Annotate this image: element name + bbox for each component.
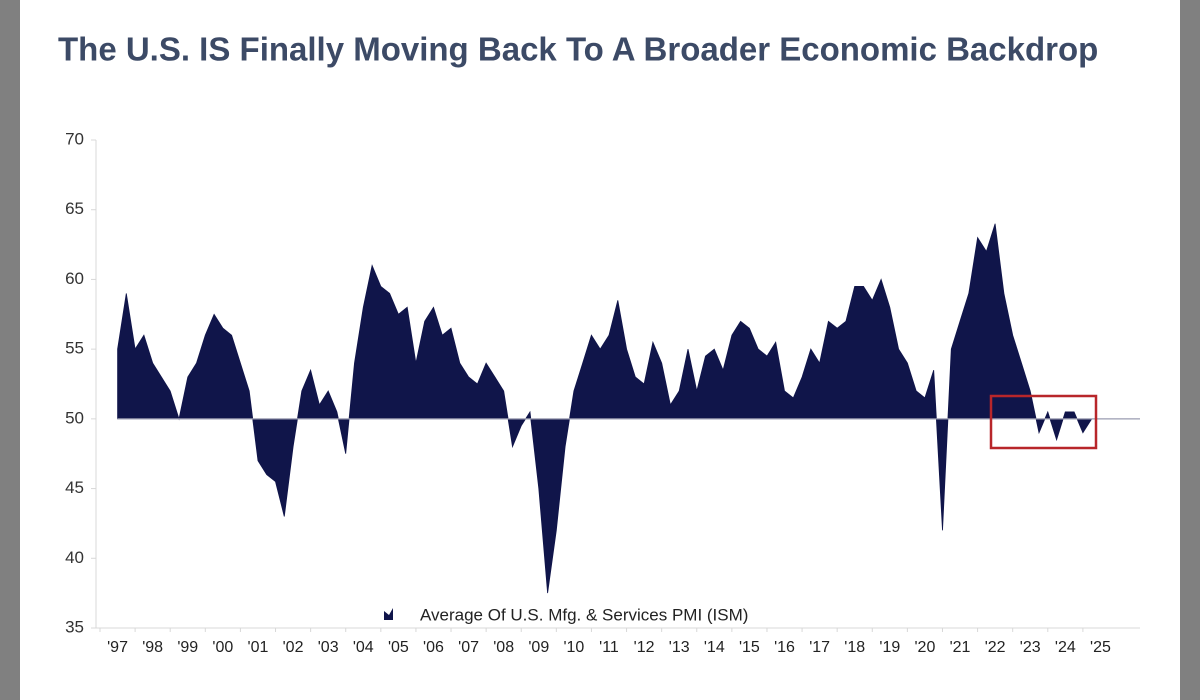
x-tick-label: '04 (353, 639, 374, 656)
x-tick-label: '25 (1090, 639, 1111, 656)
x-tick-label: '16 (774, 639, 795, 656)
x-tick-label: '13 (669, 639, 690, 656)
y-tick-label: 70 (65, 129, 84, 148)
x-tick-label: '08 (493, 639, 514, 656)
y-tick-label: 45 (65, 478, 84, 497)
x-tick-label: '05 (388, 639, 409, 656)
x-tick-label: '11 (599, 639, 619, 656)
x-tick-label: '06 (423, 639, 444, 656)
y-tick-label: 50 (65, 408, 84, 427)
area (117, 223, 1101, 594)
x-tick-label: '03 (318, 639, 339, 656)
x-tick-label: '97 (107, 639, 128, 656)
plot-area: 35 40 45 50 55 60 65 70 '97 '98 '99 '00 '01 '02 '03 '04… (65, 129, 1140, 656)
side-bar (0, 0, 20, 700)
y-tick-label: 55 (65, 339, 84, 358)
x-tick-label: '10 (563, 639, 584, 656)
chart-title: The U.S. IS Finally Moving Back To A Bro… (58, 31, 1098, 68)
x-tick-label: '20 (915, 639, 936, 656)
x-tick-label: '09 (528, 639, 549, 656)
x-tick-label: '24 (1055, 639, 1076, 656)
x-tick-label: '23 (1020, 639, 1041, 656)
y-tick-label: 35 (65, 617, 84, 636)
x-tick-label: '17 (809, 639, 830, 656)
y-tick-label: 60 (65, 269, 84, 288)
x-tick-label: '12 (634, 639, 655, 656)
x-tick-label: '99 (177, 639, 198, 656)
x-tick-label: '00 (212, 639, 233, 656)
x-tick-label: '02 (283, 639, 304, 656)
side-bar (1180, 0, 1200, 700)
x-tick-label: '07 (458, 639, 479, 656)
x-tick-label: '14 (704, 639, 725, 656)
x-tick-label: '18 (844, 639, 865, 656)
y-tick-label: 40 (65, 548, 84, 567)
legend-label: Average Of U.S. Mfg. & Services PMI (ISM… (420, 605, 748, 624)
x-tick-label: '01 (248, 639, 269, 656)
x-tick-label: '98 (142, 639, 163, 656)
x-tick-label: '21 (950, 639, 971, 656)
x-tick-label: '15 (739, 639, 760, 656)
y-tick-label: 65 (65, 199, 84, 218)
x-tick-label: '22 (985, 639, 1006, 656)
legend-icon (384, 608, 393, 620)
x-tick-label: '19 (879, 639, 900, 656)
highlight-box (989, 394, 1098, 450)
